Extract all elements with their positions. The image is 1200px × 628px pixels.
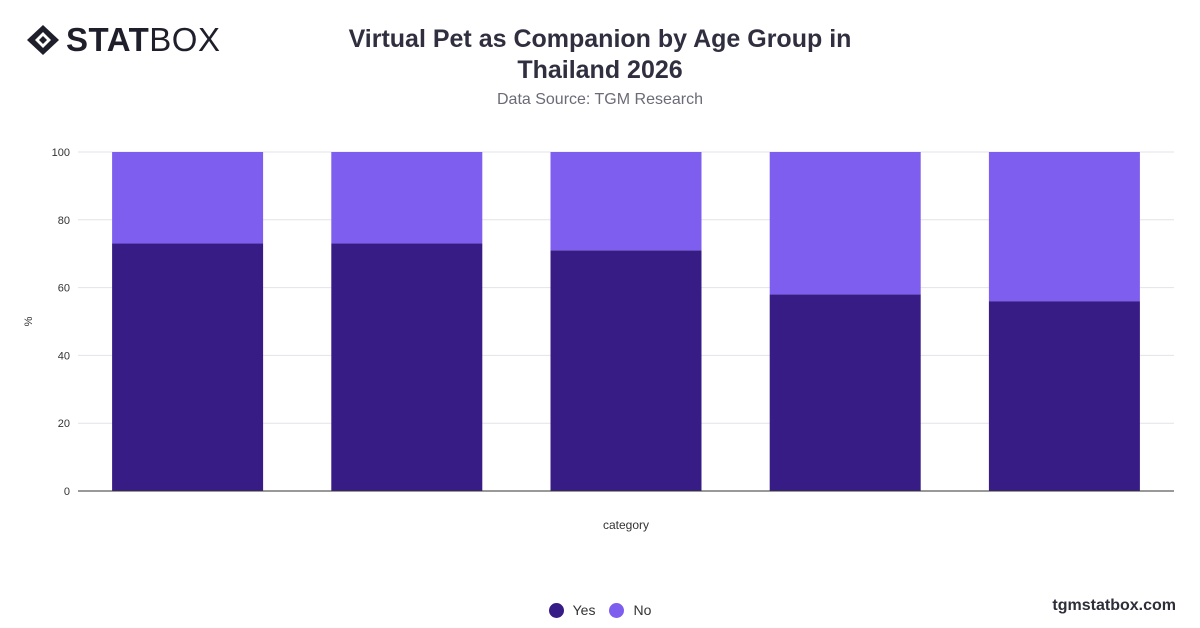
legend-item-no[interactable]: No	[609, 602, 651, 618]
bar-yes-5	[988, 301, 1140, 491]
legend-swatch-yes	[548, 602, 564, 618]
brand-name: STATBOX	[66, 22, 220, 58]
diamond-logo-icon	[27, 25, 59, 55]
bar-no-5	[988, 152, 1140, 302]
bar-no-2	[331, 152, 483, 244]
bar-no-3	[550, 152, 702, 251]
y-tick-label-20: 20	[58, 418, 70, 430]
y-tick-label-80: 80	[58, 215, 70, 227]
legend-label-no: No	[633, 602, 652, 618]
bar-yes-2	[331, 243, 483, 491]
chart-legend: Yes No	[0, 602, 1200, 618]
y-tick-label-0: 0	[64, 486, 70, 498]
brand-logo: STATBOX	[26, 22, 220, 58]
y-tick-label-100: 100	[52, 147, 70, 159]
legend-label-yes: Yes	[572, 602, 596, 618]
chart-subtitle: Data Source: TGM Research	[496, 91, 703, 108]
y-axis-label: %	[23, 316, 35, 326]
legend-item-yes[interactable]: Yes	[548, 602, 596, 618]
bar-yes-1	[112, 243, 264, 491]
bar-no-1	[112, 152, 264, 244]
bar-no-4	[769, 152, 921, 295]
bar-yes-3	[550, 250, 702, 491]
footer-url: tgmstatbox.com	[1052, 597, 1176, 614]
x-axis-label: category	[603, 518, 649, 532]
brand-name-bold: STAT	[66, 21, 150, 58]
chart-title: Virtual Pet as Companion by Age Group in…	[348, 25, 852, 84]
y-tick-label-60: 60	[58, 283, 70, 295]
legend-swatch-no	[609, 602, 625, 618]
bar-yes-4	[769, 294, 921, 491]
y-tick-label-40: 40	[58, 350, 70, 362]
brand-name-light: BOX	[149, 21, 221, 58]
